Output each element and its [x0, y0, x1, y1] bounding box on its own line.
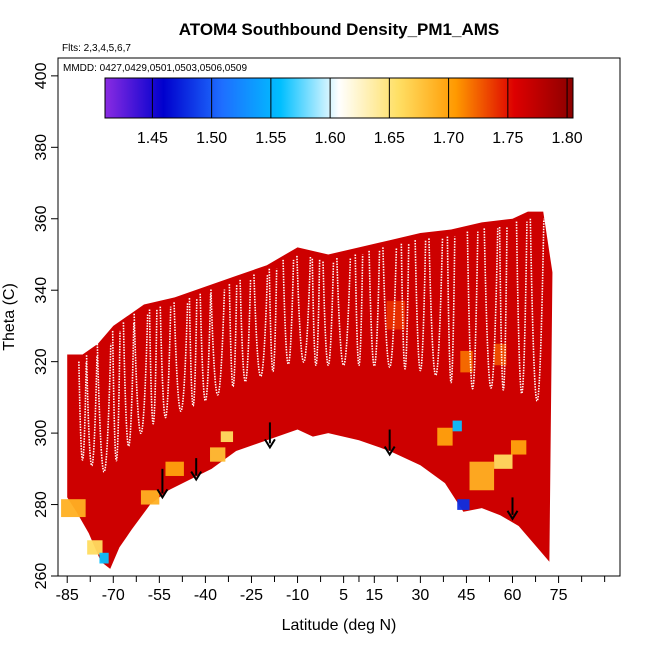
flight-profile: [188, 298, 198, 407]
x-tick-label: 30: [411, 587, 429, 604]
colorbar: 1.45 1.50 1.55 1.60 1.65 1.70 1.75 1.80: [104, 77, 583, 147]
dates-note: MMDD: 0427,0429,0501,0503,0506,0509: [63, 63, 247, 74]
colorbar-tick-label: 1.75: [492, 130, 523, 147]
x-tick-label: 5: [339, 587, 348, 604]
y-tick-label: 340: [33, 277, 50, 304]
y-tick-label: 300: [33, 420, 50, 447]
x-axis-label: Latitude (deg N): [282, 617, 397, 634]
y-tick-label: 380: [33, 134, 50, 161]
y-tick-label: 360: [33, 205, 50, 232]
flight-profile: [122, 322, 135, 447]
flight-profile: [515, 221, 528, 395]
colorbar-tick-label: 1.60: [315, 130, 346, 147]
flight-profile: [498, 226, 508, 391]
density-field: [67, 211, 553, 569]
flight-profile: [268, 268, 278, 372]
flight-profile: [148, 309, 158, 425]
colorbar-tick-label: 1.65: [374, 130, 405, 147]
flight-profile: [228, 284, 238, 387]
value-patch: [210, 447, 226, 462]
colorbar-gradient: [104, 77, 574, 119]
flight-profile: [428, 238, 444, 377]
flight-profile: [282, 259, 295, 365]
value-patch: [61, 499, 86, 518]
flight-profile: [85, 355, 98, 467]
x-tick-label: 45: [458, 587, 476, 604]
value-patch: [469, 461, 495, 491]
x-tick-label: -55: [148, 587, 171, 604]
flight-profile: [483, 228, 499, 389]
flight-profile: [414, 240, 427, 372]
flight-profile: [354, 254, 364, 367]
colorbar-tick-label: 1.70: [433, 130, 464, 147]
flight-profile: [173, 302, 189, 412]
flight-profile: [382, 247, 398, 368]
value-patch: [452, 420, 462, 432]
value-patch: [140, 490, 160, 505]
value-patch: [99, 552, 109, 564]
x-tick-label: -40: [194, 587, 217, 604]
arrow-head: [506, 510, 519, 521]
flight-profile: [133, 313, 149, 435]
flight-profile: [199, 293, 212, 402]
x-tick-label: -70: [102, 587, 125, 604]
value-patch: [87, 540, 103, 555]
flight-profile: [368, 250, 381, 367]
value-patch: [437, 427, 453, 446]
flight-profile: [210, 289, 226, 396]
value-patch: [510, 440, 527, 455]
arrow-head: [383, 446, 396, 457]
flight-profile: [78, 361, 88, 461]
flight-profile: [446, 236, 456, 384]
arrow-head: [264, 438, 276, 450]
value-patch: [220, 431, 234, 443]
x-tick-label: 60: [504, 587, 522, 604]
chart-title: ATOM4 Southbound Density_PM1_AMS: [179, 20, 500, 39]
y-tick-label: 280: [33, 491, 50, 518]
colorbar-tick-label: 1.45: [137, 130, 168, 147]
colorbar-tick-label: 1.50: [196, 130, 227, 147]
flight-profile: [96, 343, 112, 473]
value-patch: [165, 461, 184, 476]
x-tick-label: -85: [56, 587, 79, 604]
value-patch: [386, 300, 406, 330]
value-patch: [494, 343, 507, 366]
arrow-head: [156, 488, 169, 500]
value-patch: [494, 454, 513, 469]
flight-profile: [111, 330, 121, 462]
y-tick-label: 320: [33, 348, 50, 375]
flight-profile: [253, 274, 269, 377]
plot-frame: [57, 57, 621, 577]
colorbar-tick-label: 1.55: [255, 130, 286, 147]
y-axis-label: Theta (C): [1, 283, 18, 351]
arrow-head: [190, 471, 203, 482]
flight-profile: [159, 306, 172, 419]
flight-profile: [239, 279, 252, 383]
flight-profile: [466, 231, 479, 390]
flights-note: Flts: 2,3,4,5,6,7: [62, 43, 131, 54]
flight-profile: [529, 218, 545, 402]
y-axis: 260 280 300 320 340 360 380 400: [33, 62, 58, 589]
x-tick-label: -10: [286, 587, 309, 604]
flight-profile: [296, 255, 312, 363]
y-tick-label: 260: [33, 563, 50, 590]
flight-profile: [311, 258, 321, 366]
x-tick-label: 75: [550, 587, 568, 604]
x-tick-label: -25: [240, 587, 263, 604]
heatmap-layer: [61, 211, 553, 569]
value-patch: [457, 499, 470, 510]
colorbar-tick-label: 1.80: [552, 130, 583, 147]
x-tick-label: 15: [365, 587, 383, 604]
x-axis: -85 -70 -55 -40 -25 -10 5 15 30 45 60 75: [56, 576, 606, 604]
y-tick-label: 400: [33, 62, 50, 89]
